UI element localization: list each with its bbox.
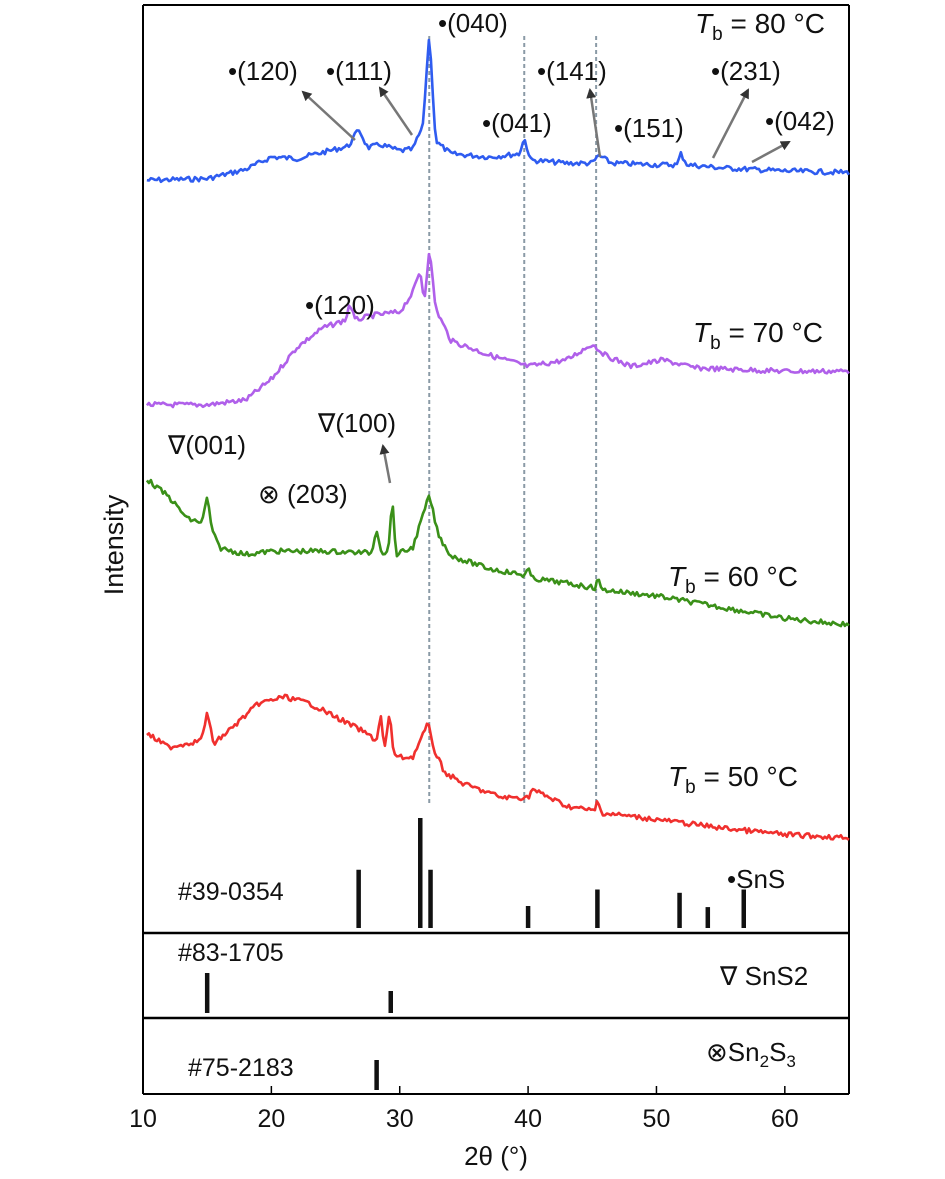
peak-annotation: •(041) (482, 108, 552, 138)
reference-phase-label: ⊗Sn2S3 (706, 1037, 796, 1071)
x-axis-label: 2θ (°) (464, 1141, 528, 1171)
peak-annotation: ⊗ (203) (258, 479, 348, 509)
series-line (145, 478, 850, 628)
x-tick-label: 60 (771, 1105, 799, 1133)
reference-phase-label: •SnS (727, 864, 785, 894)
peak-annotation: •(141) (537, 56, 607, 86)
x-tick-label: 30 (386, 1105, 414, 1133)
series-label: Tb = 60 °C (668, 561, 798, 598)
reference-card-label: #39-0354 (178, 878, 284, 906)
peak-annotation: •(231) (711, 56, 781, 86)
peak-annotation: ∇(100) (317, 408, 396, 438)
peak-annotation: •(040) (438, 8, 508, 38)
annotation-arrow (379, 444, 392, 484)
x-tick-label: 10 (129, 1105, 157, 1133)
annotation-arrow (711, 88, 750, 159)
series-line (146, 693, 850, 841)
peak-annotation: •(120) (305, 290, 375, 320)
series-label: Tb = 70 °C (693, 317, 823, 354)
peak-annotation: •(111) (326, 56, 392, 86)
series-line (145, 252, 850, 409)
peak-annotation: ∇(001) (167, 430, 246, 460)
reference-phase-label: ∇ SnS2 (719, 961, 808, 991)
series-line (146, 38, 851, 184)
series-label: Tb = 80 °C (695, 8, 825, 45)
reference-card-label: #75-2183 (188, 1054, 294, 1082)
peak-annotation: •(120) (228, 56, 298, 86)
series-label: Tb = 50 °C (668, 761, 798, 798)
annotation-arrow (751, 140, 791, 164)
y-axis-label: Intensity (99, 494, 129, 595)
x-tick-label: 50 (643, 1105, 671, 1133)
peak-annotation: •(042) (765, 106, 835, 136)
x-tick-label: 40 (514, 1105, 542, 1133)
peak-annotation: •(151) (614, 113, 684, 143)
annotation-arrow (586, 88, 602, 158)
reference-card-label: #83-1705 (178, 939, 284, 967)
annotation-arrow (378, 86, 414, 136)
annotation-arrow (301, 90, 356, 141)
x-tick-label: 20 (257, 1105, 285, 1133)
